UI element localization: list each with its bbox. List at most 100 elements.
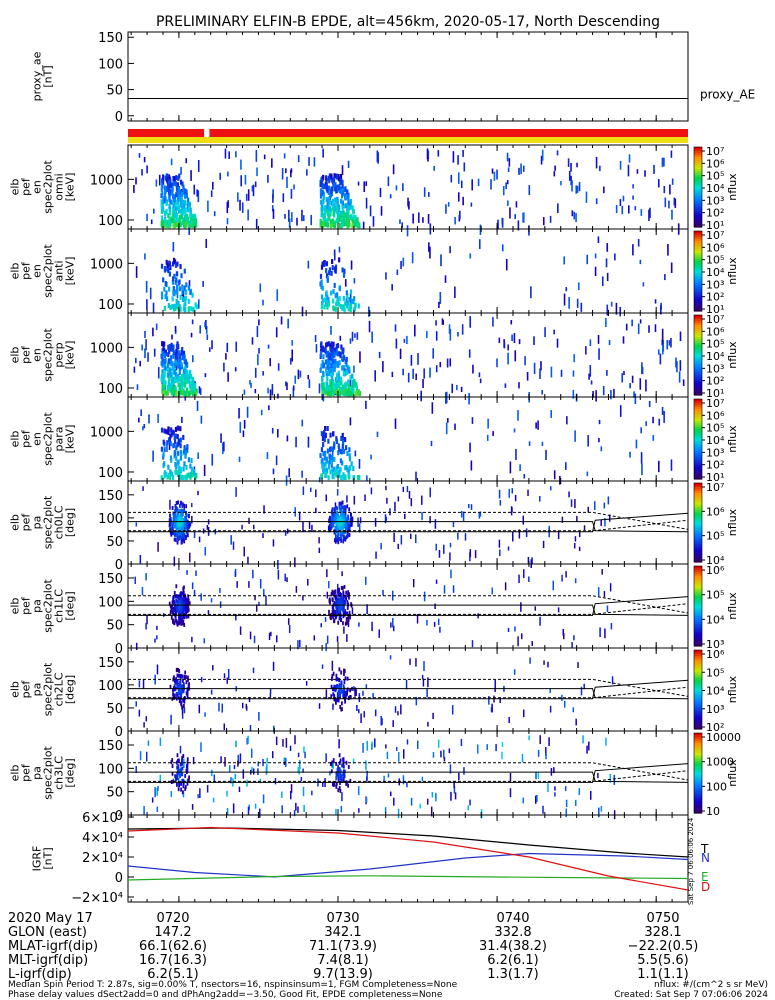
spectrogram-pixel xyxy=(167,352,170,358)
spectrogram-pixel xyxy=(173,303,176,309)
spectrogram-pixel xyxy=(180,767,182,772)
spectrogram-pixel xyxy=(463,162,466,172)
spectrogram-pixel xyxy=(272,468,275,475)
colorbar-segment xyxy=(694,353,702,356)
spectrogram-pixel xyxy=(332,692,335,697)
spectrogram-pixel xyxy=(350,389,353,395)
spectrogram-pixel xyxy=(198,704,201,714)
spectrogram-pixel xyxy=(354,333,356,338)
colorbar-tick-label: 10⁷ xyxy=(706,145,724,158)
colorbar-segment xyxy=(694,285,702,288)
spectrogram-pixel xyxy=(344,690,347,695)
spectrogram-pixel xyxy=(185,608,188,613)
spectrogram-pixel xyxy=(522,797,524,804)
spectrogram-pixel xyxy=(477,178,480,187)
spectrogram-pixel xyxy=(179,673,182,678)
spectrogram-pixel xyxy=(175,500,178,505)
spectrogram-pixel xyxy=(183,539,186,544)
y-tick-label: 50 xyxy=(106,702,123,717)
spectrogram-pixel xyxy=(169,517,172,522)
spectrogram-pixel xyxy=(175,216,179,222)
spectrogram-pixel xyxy=(501,218,504,225)
spectrogram-pixel xyxy=(268,405,270,411)
colorbar-segment xyxy=(694,309,702,312)
spectrogram-pixel xyxy=(371,331,373,343)
spectrogram-pixel xyxy=(603,591,606,598)
spectrogram-pixel xyxy=(652,416,654,424)
spectrogram-pixel xyxy=(193,184,196,195)
spectrogram-pixel xyxy=(178,758,180,763)
spectrogram-pixel xyxy=(180,213,183,219)
colorbar-segment xyxy=(694,614,702,617)
spectrogram-pixel xyxy=(190,222,193,228)
y-axis-label-line: spec2plot xyxy=(42,662,55,716)
spectrogram-pixel xyxy=(179,264,182,270)
spectrogram-pixel xyxy=(272,208,275,219)
spectrogram-pixel xyxy=(328,453,331,459)
spectrogram-pixel xyxy=(184,518,186,523)
spectrogram-pixel xyxy=(230,777,232,784)
spectrogram-pixel xyxy=(172,692,174,697)
colorbar-segment xyxy=(694,187,702,190)
spectrogram-pixel xyxy=(440,750,442,758)
spectrogram-pixel xyxy=(329,614,332,619)
colorbar-segment xyxy=(694,624,702,627)
spectrogram-pixel xyxy=(173,620,176,625)
spectrogram-pixel xyxy=(341,532,344,537)
spectrogram-pixel xyxy=(171,303,174,309)
spectrogram-pixel xyxy=(173,435,176,441)
spectrogram-pixel xyxy=(402,749,405,759)
spectrogram-pixel xyxy=(172,353,175,359)
spectrogram-pixel xyxy=(183,461,186,467)
spectrogram-pixel xyxy=(347,615,350,620)
spectrogram-pixel xyxy=(445,391,448,404)
spectrogram-pixel xyxy=(380,715,382,726)
spectrogram-pixel xyxy=(174,262,178,268)
colorbar-segment xyxy=(694,689,702,693)
colorbar-frame xyxy=(693,398,703,480)
spectrogram-pixel xyxy=(325,689,328,699)
spectrogram-pixel xyxy=(172,366,175,372)
colorbar-segment xyxy=(694,566,702,569)
colorbar-segment xyxy=(694,439,702,442)
spectrogram-pixel xyxy=(336,292,339,298)
spectrogram-pixel xyxy=(310,487,312,492)
spectrogram-pixel xyxy=(291,349,294,362)
spectrogram-pixel xyxy=(668,200,670,209)
spectrogram-pixel xyxy=(247,189,250,201)
colorbar-segment xyxy=(694,411,702,414)
spectrogram-pixel xyxy=(360,713,362,724)
colorbar-segment xyxy=(694,516,702,520)
spectrogram-pixel xyxy=(589,365,592,377)
spectrogram-pixel xyxy=(176,771,179,776)
spectrogram-pixel xyxy=(350,512,352,517)
spectrogram-pixel xyxy=(471,640,474,648)
spectrogram-pixel xyxy=(162,196,165,202)
colorbar-segment xyxy=(694,371,702,374)
spectrogram-pixel xyxy=(661,157,664,167)
spectrogram-pixel xyxy=(470,460,473,471)
spectrogram-pixel xyxy=(578,788,581,795)
spectrogram-pixel xyxy=(335,537,338,542)
spectrogram-pixel xyxy=(332,288,335,294)
spectrogram-pixel xyxy=(540,361,542,371)
spectrogram-pixel xyxy=(644,170,646,177)
colorbar-segment xyxy=(694,709,702,712)
spectrogram-pixel xyxy=(394,324,397,332)
spectrogram-pixel xyxy=(469,253,472,259)
spectrogram-pixel xyxy=(342,448,346,454)
spectrogram-pixel xyxy=(595,198,598,205)
spectrogram-pixel xyxy=(297,155,300,162)
spectrogram-pixel xyxy=(172,193,175,199)
colorbar-segment xyxy=(694,417,702,420)
spectrogram-pixel xyxy=(161,388,164,394)
spectrogram-pixel xyxy=(196,400,199,411)
spectrogram-pixel xyxy=(332,298,335,304)
spectrogram-pixel xyxy=(175,515,178,520)
spectrogram-pixel xyxy=(346,303,349,309)
spectrogram-pixel xyxy=(321,377,324,383)
spectrogram-pixel xyxy=(336,351,339,357)
spectrogram-pixel xyxy=(338,185,341,191)
spectrogram-pixel xyxy=(609,583,612,592)
spectrogram-pixel xyxy=(164,294,167,300)
